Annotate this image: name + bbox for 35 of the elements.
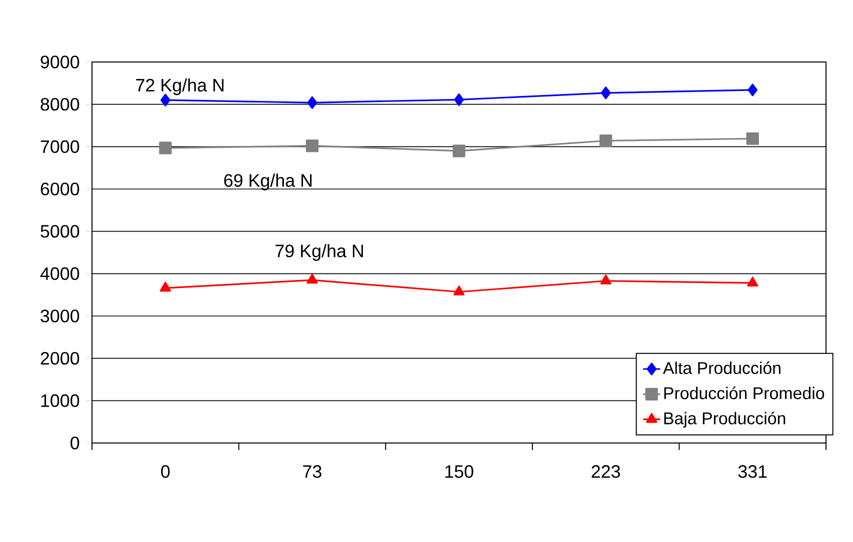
y-tick-label: 0 [70, 436, 80, 450]
x-tick-label: 150 [445, 465, 474, 478]
point [453, 286, 465, 296]
y-tick-label: 4000 [40, 267, 80, 280]
point [747, 276, 758, 287]
legend-label: Baja Producción [664, 412, 786, 428]
point [600, 274, 612, 284]
point [306, 140, 319, 152]
legend-label: Alta Producción [662, 361, 780, 374]
point [454, 93, 464, 106]
y-tick-label: 9000 [40, 56, 80, 68]
point [748, 84, 758, 96]
point [452, 144, 466, 158]
y-tick-label: 8000 [40, 98, 80, 111]
point [306, 274, 318, 284]
y-tick-label: 5000 [40, 224, 80, 238]
x-tick-label: 223 [592, 465, 620, 478]
annotation: 69 Kg/ha N [224, 174, 312, 190]
y-tick-label: 3000 [40, 310, 80, 322]
point [600, 86, 611, 100]
point [600, 134, 612, 148]
point [160, 282, 171, 292]
annotation: 79 Kg/ha N [276, 244, 363, 261]
x-tick-label: 0 [161, 465, 170, 478]
x-tick-label: 73 [303, 465, 322, 478]
point [746, 132, 759, 145]
point [307, 96, 318, 109]
y-tick-label: 1000 [41, 394, 80, 408]
y-tick-label: 7000 [40, 140, 80, 154]
legend-label: Producción Promedio [664, 386, 824, 400]
y-tick-label: 6000 [40, 182, 80, 196]
point [159, 142, 172, 154]
annotation: 72 Kg/ha N [136, 78, 224, 96]
x-tick-label: 331 [738, 465, 767, 478]
y-tick-label: 2000 [40, 352, 80, 365]
